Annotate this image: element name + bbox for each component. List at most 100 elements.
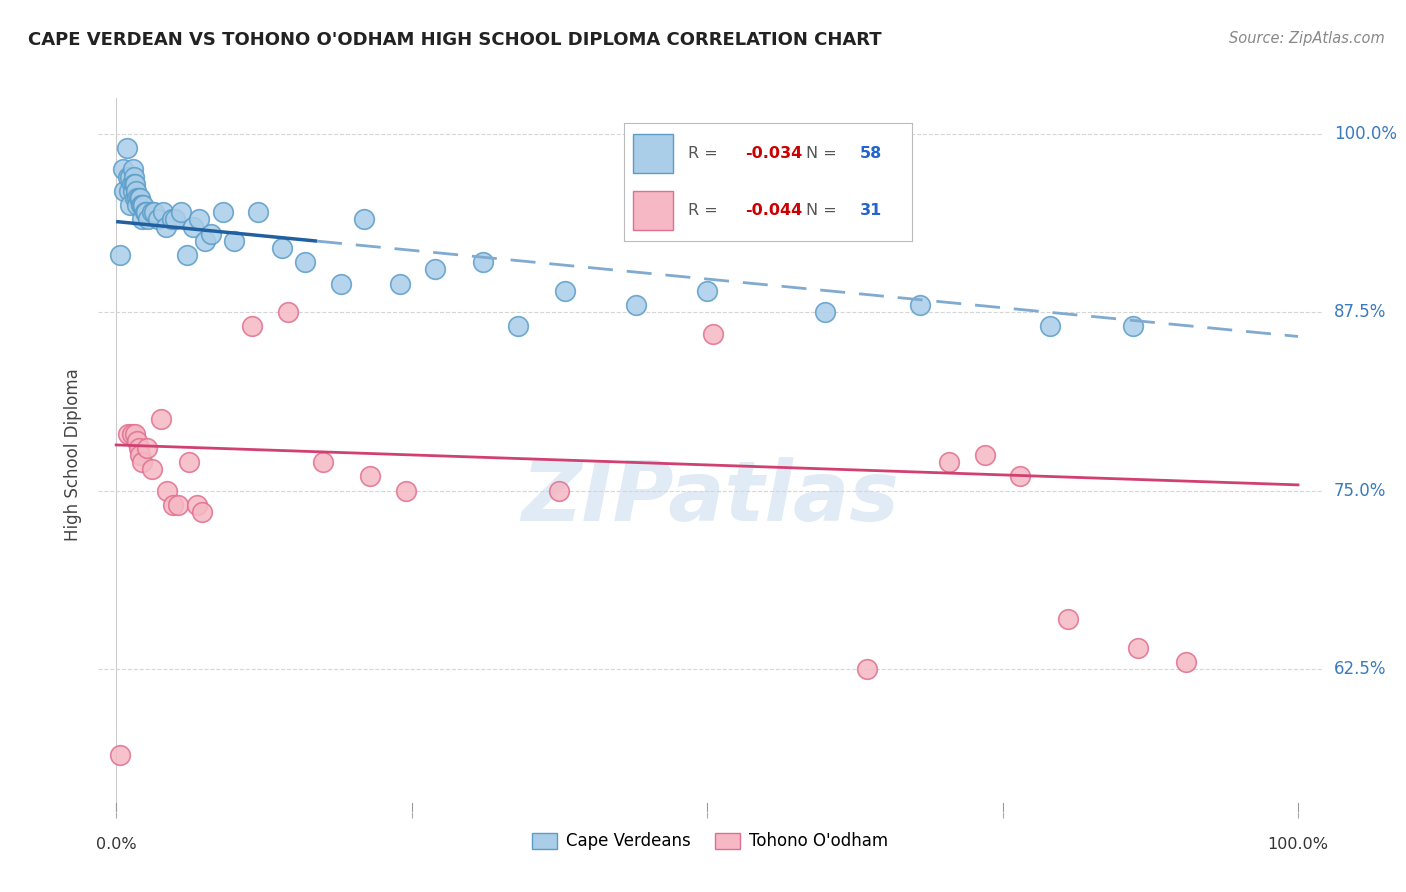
Point <box>141 462 163 476</box>
Point <box>122 177 145 191</box>
Point <box>1056 612 1078 626</box>
Point <box>814 305 837 319</box>
Text: 75.0%: 75.0% <box>1334 482 1386 500</box>
Point <box>146 212 169 227</box>
Point <box>162 498 184 512</box>
Point <box>855 662 877 676</box>
Point <box>121 177 143 191</box>
Point <box>395 483 418 498</box>
Point <box>128 191 150 205</box>
Point <box>624 298 647 312</box>
Point <box>118 184 141 198</box>
Point <box>160 212 183 227</box>
Point <box>471 255 494 269</box>
Point <box>176 248 198 262</box>
Point <box>141 205 163 219</box>
Point <box>128 441 150 455</box>
Point <box>353 212 375 227</box>
Point <box>121 162 143 177</box>
Point <box>696 284 718 298</box>
Point <box>181 219 204 234</box>
Point <box>117 426 139 441</box>
Point <box>187 212 209 227</box>
Point <box>132 198 155 212</box>
Point <box>124 191 146 205</box>
Point <box>121 426 143 441</box>
Point <box>388 277 411 291</box>
Point <box>135 441 157 455</box>
Point <box>108 248 131 262</box>
Point <box>186 498 208 512</box>
Point <box>150 412 173 426</box>
Point <box>329 277 352 291</box>
Point <box>1122 319 1144 334</box>
Point <box>128 191 150 205</box>
Point <box>127 434 149 448</box>
Point <box>134 205 156 219</box>
Point <box>124 426 146 441</box>
Point <box>973 448 995 462</box>
Point <box>506 319 529 334</box>
Point <box>122 169 145 184</box>
Point <box>194 234 217 248</box>
Point <box>156 483 179 498</box>
Point <box>224 234 246 248</box>
Point <box>131 455 153 469</box>
Text: 62.5%: 62.5% <box>1334 660 1386 678</box>
Point <box>312 455 335 469</box>
Point <box>425 262 447 277</box>
Point <box>294 255 316 269</box>
Point <box>200 227 222 241</box>
Point <box>246 205 269 219</box>
Point <box>120 198 142 212</box>
Point <box>938 455 960 469</box>
Text: CAPE VERDEAN VS TOHONO O'ODHAM HIGH SCHOOL DIPLOMA CORRELATION CHART: CAPE VERDEAN VS TOHONO O'ODHAM HIGH SCHO… <box>28 31 882 49</box>
Text: 100.0%: 100.0% <box>1334 125 1398 143</box>
Point <box>270 241 292 255</box>
Point <box>127 198 149 212</box>
Point <box>1039 319 1062 334</box>
Point <box>108 747 131 762</box>
Point <box>548 483 571 498</box>
Point <box>908 298 931 312</box>
Point <box>165 212 187 227</box>
Text: 0.0%: 0.0% <box>96 838 136 853</box>
Point <box>136 212 159 227</box>
Point <box>1010 469 1032 483</box>
Point <box>155 219 177 234</box>
Point <box>179 455 201 469</box>
Point <box>121 184 143 198</box>
Point <box>120 169 142 184</box>
Point <box>125 184 148 198</box>
Point <box>170 205 193 219</box>
Point <box>131 212 153 227</box>
Y-axis label: High School Diploma: High School Diploma <box>65 368 83 541</box>
Point <box>129 198 152 212</box>
Point <box>112 162 135 177</box>
Point <box>117 169 139 184</box>
Point <box>127 191 149 205</box>
Point <box>702 326 724 341</box>
Point <box>276 305 298 319</box>
Point <box>112 184 135 198</box>
Point <box>554 284 576 298</box>
Point <box>191 505 214 519</box>
Point <box>1128 640 1150 655</box>
Point <box>152 205 174 219</box>
Text: Source: ZipAtlas.com: Source: ZipAtlas.com <box>1229 31 1385 46</box>
Point <box>131 198 153 212</box>
Point <box>359 469 381 483</box>
Text: 100.0%: 100.0% <box>1267 838 1329 853</box>
Point <box>166 498 188 512</box>
Point <box>135 205 157 219</box>
Legend: Cape Verdeans, Tohono O'odham: Cape Verdeans, Tohono O'odham <box>526 826 894 857</box>
Text: 87.5%: 87.5% <box>1334 303 1386 321</box>
Text: ZIPatlas: ZIPatlas <box>522 458 898 538</box>
Point <box>1174 655 1197 669</box>
Point <box>240 319 263 334</box>
Point <box>143 205 166 219</box>
Point <box>128 448 150 462</box>
Point <box>124 177 146 191</box>
Point <box>115 141 138 155</box>
Point <box>211 205 233 219</box>
